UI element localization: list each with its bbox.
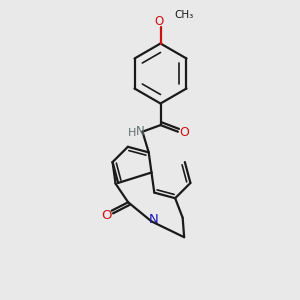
Text: O: O	[101, 209, 112, 222]
Text: O: O	[154, 15, 164, 28]
Text: H: H	[128, 128, 136, 138]
Text: CH₃: CH₃	[174, 10, 193, 20]
Text: N: N	[149, 213, 159, 226]
Text: N: N	[136, 124, 145, 138]
Text: O: O	[180, 126, 189, 139]
